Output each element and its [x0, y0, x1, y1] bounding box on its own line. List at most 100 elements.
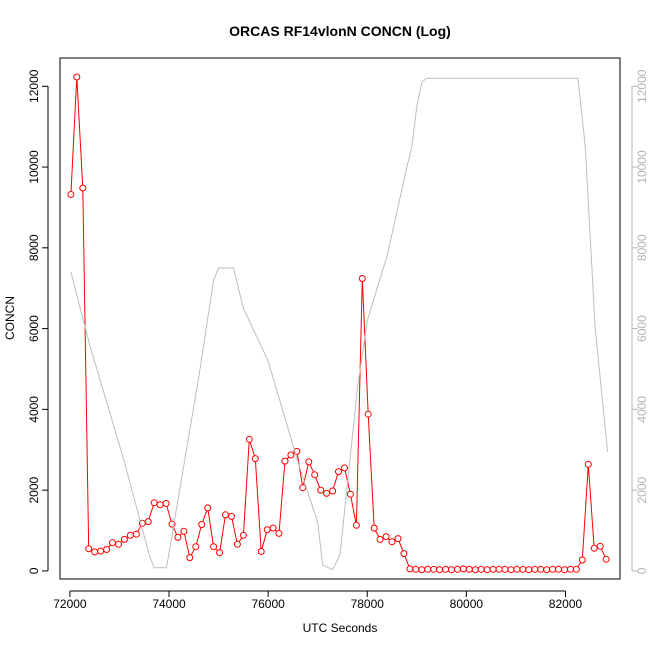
primary-data-point [352, 521, 360, 529]
x-tick-label: 72000 [53, 597, 87, 611]
primary-data-point [109, 539, 116, 547]
primary-data-point [341, 464, 348, 472]
primary-data-point [269, 524, 277, 532]
right-tick-label: 8000 [635, 234, 649, 261]
x-tick-label: 82000 [549, 597, 583, 611]
primary-data-point [210, 543, 218, 551]
primary-data-point [578, 556, 586, 564]
primary-data-point [126, 531, 134, 539]
primary-data-point [180, 527, 188, 535]
right-tick-label: 12000 [635, 69, 649, 103]
primary-data-point [222, 511, 229, 519]
primary-data-point [495, 565, 503, 573]
y-tick-label: 10000 [27, 150, 41, 184]
primary-data-point [162, 500, 170, 507]
primary-data-point [120, 535, 128, 543]
primary-data-point [513, 565, 521, 573]
y-tick-label: 4000 [27, 396, 41, 423]
right-tick-label: 0 [635, 567, 649, 574]
right-tick-label: 2000 [635, 476, 649, 503]
primary-data-point [448, 566, 455, 574]
primary-data-point [483, 566, 491, 574]
axes-layer: 72000 74000 76000 78000 80000 820000200040006… [27, 69, 649, 611]
primary-data-point [103, 546, 111, 553]
primary-data-point [115, 540, 122, 548]
primary-data-point [346, 490, 354, 498]
primary-data-point [358, 275, 366, 282]
right-tick-label: 6000 [635, 315, 649, 342]
primary-data-point [323, 489, 331, 497]
y-tick-label: 12000 [27, 69, 41, 103]
primary-data-point [531, 565, 539, 573]
primary-data-point [156, 501, 164, 509]
y-tick-label: 6000 [27, 315, 41, 342]
primary-data-point [590, 544, 598, 552]
primary-data-point [424, 565, 432, 573]
y-tick-label: 0 [27, 567, 41, 574]
primary-data-point [192, 543, 200, 551]
primary-data-point [299, 484, 307, 492]
primary-data-point [602, 555, 610, 563]
x-axis-label: UTC Seconds [303, 621, 378, 635]
secondary-series-line [70, 77, 609, 571]
primary-data-point [73, 73, 81, 81]
primary-data-point [561, 566, 568, 574]
primary-data-point [329, 487, 337, 495]
primary-data-point [454, 565, 461, 573]
primary-data-point [471, 566, 479, 574]
primary-data-point [489, 565, 497, 573]
primary-data-point [67, 191, 75, 198]
primary-data-point [251, 455, 259, 463]
y-axis-label: CONCN [3, 296, 17, 340]
y-tick-label: 8000 [27, 234, 41, 261]
chart-title: ORCAS RF14vlonN CONCN (Log) [229, 23, 451, 39]
x-tick-label: 78000 [351, 597, 385, 611]
primary-data-point [97, 547, 105, 555]
primary-data-point [400, 550, 408, 558]
primary-data-point [150, 499, 158, 507]
primary-data-point [311, 471, 319, 479]
primary-data-point [382, 533, 390, 541]
primary-data-point [85, 545, 93, 553]
x-tick-label: 76000 [251, 597, 285, 611]
primary-data-point [239, 531, 247, 539]
right-tick-label: 10000 [635, 150, 649, 184]
primary-data-point [198, 521, 206, 528]
primary-data-point [555, 565, 562, 573]
primary-data-point [507, 566, 515, 574]
primary-data-point [596, 542, 604, 550]
primary-data-point [216, 549, 224, 557]
primary-data-point [442, 565, 450, 573]
primary-data-point [430, 565, 438, 573]
primary-data-point [525, 566, 533, 574]
primary-data-point [186, 554, 194, 562]
primary-data-point [245, 435, 253, 443]
primary-data-point [501, 565, 509, 573]
primary-data-point [394, 535, 402, 543]
y-tick-label: 2000 [27, 476, 41, 503]
primary-data-point [281, 457, 289, 465]
right-tick-label: 4000 [635, 396, 649, 423]
primary-data-point [584, 460, 592, 468]
primary-data-point [364, 410, 372, 418]
primary-data-point [376, 535, 384, 543]
primary-data-point [519, 565, 527, 573]
primary-data-point [549, 565, 557, 573]
primary-data-point [233, 540, 241, 548]
primary-data-point [275, 529, 283, 537]
primary-data-point [418, 566, 426, 574]
plot-frame [59, 57, 621, 580]
primary-data-point [144, 518, 152, 526]
primary-data-point [388, 538, 396, 546]
primary-data-point [91, 548, 99, 556]
primary-data-point [566, 565, 574, 573]
primary-data-point [459, 565, 467, 573]
primary-data-point [174, 533, 182, 541]
primary-data-point [572, 565, 580, 573]
x-tick-label: 74000 [152, 597, 186, 611]
primary-data-point [132, 530, 140, 538]
x-tick-label: 80000 [450, 597, 484, 611]
primary-data-point [79, 184, 87, 192]
